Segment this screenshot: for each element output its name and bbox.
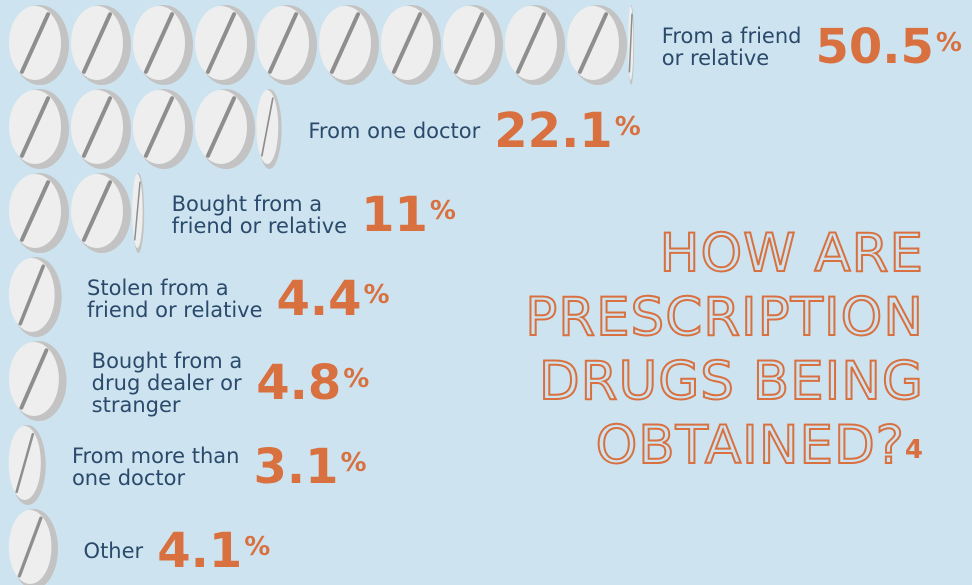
pill-row-6: [8, 425, 46, 505]
value-number: 4.8: [256, 355, 342, 411]
value-unit: %: [429, 196, 456, 226]
value-number: 4.4: [276, 271, 362, 327]
pill: [195, 5, 255, 85]
pill: [319, 5, 379, 85]
pill: [9, 5, 69, 85]
value-number: 3.1: [253, 439, 339, 495]
pill: [133, 5, 193, 85]
pill: [71, 173, 131, 253]
pill-row-2: [9, 89, 282, 169]
value-unit: %: [343, 364, 370, 394]
pill: [133, 89, 193, 169]
pill: [8, 425, 46, 505]
pill: [381, 5, 441, 85]
pill-row-3: [9, 173, 145, 253]
pill: [195, 89, 255, 169]
value-label: 22.1%: [494, 107, 641, 155]
pill: [9, 173, 69, 253]
value-number: 50.5: [815, 19, 934, 75]
category-label: From one doctor: [308, 119, 481, 143]
pill: [628, 5, 635, 85]
title-line-3: DRUGS BEING: [538, 350, 924, 413]
category-label: From more than one doctor: [71, 444, 240, 490]
value-label: 3.1%: [253, 443, 366, 491]
title-line-4: OBTAINED?: [595, 414, 905, 477]
value-label: 11%: [361, 191, 456, 239]
value-label: 4.8%: [256, 359, 369, 407]
pill: [8, 509, 59, 585]
value-unit: %: [363, 280, 390, 310]
pill: [567, 5, 627, 85]
pill-row-1: [9, 5, 635, 85]
value-label: 4.1%: [157, 527, 270, 575]
value-number: 11: [361, 187, 428, 243]
category-label: Stolen from a friend or relative: [87, 276, 263, 322]
pill: [8, 257, 62, 337]
category-label: Other: [83, 539, 144, 563]
title-line-2: PRESCRIPTION: [524, 286, 924, 349]
pill: [9, 89, 69, 169]
value-number: 22.1: [494, 103, 613, 159]
pill: [71, 5, 131, 85]
pill: [132, 173, 145, 253]
pill: [71, 89, 131, 169]
pill-row-4: [8, 257, 62, 337]
pill-row-7: [8, 509, 59, 585]
category-label: Bought from a friend or relative: [171, 192, 348, 238]
value-number: 4.1: [157, 523, 243, 579]
value-unit: %: [244, 532, 271, 562]
pill: [505, 5, 565, 85]
chart-title: HOW ARE PRESCRIPTION DRUGS BEING OBTAINE…: [524, 222, 924, 478]
pill: [443, 5, 503, 85]
value-unit: %: [935, 28, 962, 58]
value-label: 50.5%: [815, 23, 962, 71]
value-unit: %: [340, 448, 367, 478]
title-line-1: HOW ARE: [659, 222, 924, 285]
pill-row-5: [8, 341, 67, 421]
value-unit: %: [614, 112, 641, 142]
value-label: 4.4%: [277, 275, 390, 323]
title-footnote: 4: [904, 435, 924, 465]
category-label: From a friend or relative: [661, 24, 802, 70]
pill: [256, 89, 282, 169]
pill: [257, 5, 317, 85]
pill: [8, 341, 67, 421]
category-label: Bought from a drug dealer or stranger: [91, 349, 243, 417]
